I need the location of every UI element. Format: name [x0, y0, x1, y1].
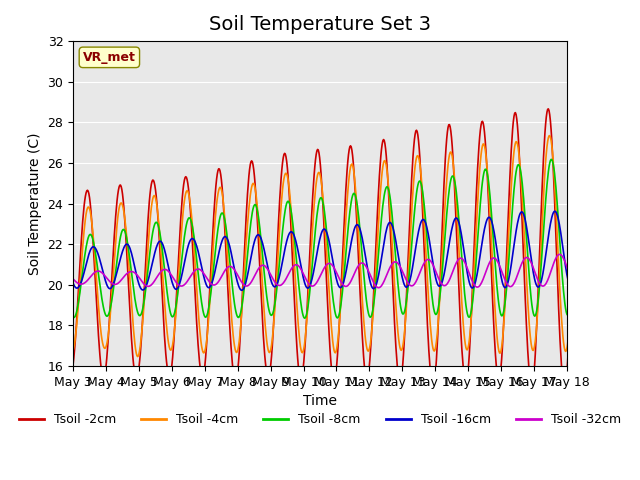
Line: Tsoil -8cm: Tsoil -8cm — [73, 155, 600, 318]
Tsoil -8cm — [391, 249, 399, 254]
Tsoil -32cm — [69, 276, 77, 282]
Tsoil -2cm — [254, 226, 262, 231]
Tsoil -8cm — [301, 315, 308, 321]
Tsoil -16cm — [584, 206, 591, 212]
Tsoil -32cm — [588, 250, 596, 256]
Tsoil -4cm — [69, 348, 77, 354]
Line: Tsoil -32cm: Tsoil -32cm — [73, 253, 600, 288]
Line: Tsoil -2cm: Tsoil -2cm — [73, 104, 600, 389]
Tsoil -4cm — [275, 246, 282, 252]
Tsoil -16cm — [275, 277, 282, 283]
Tsoil -32cm — [421, 259, 429, 265]
Tsoil -8cm — [421, 207, 429, 213]
Y-axis label: Soil Temperature (C): Soil Temperature (C) — [28, 132, 42, 275]
Tsoil -8cm — [581, 152, 589, 158]
Tsoil -4cm — [255, 220, 262, 226]
Tsoil -2cm — [69, 362, 77, 368]
Tsoil -32cm — [274, 282, 282, 288]
Tsoil -32cm — [228, 264, 236, 270]
Tsoil -8cm — [254, 210, 262, 216]
Tsoil -2cm — [390, 320, 398, 325]
Tsoil -4cm — [134, 354, 141, 360]
Tsoil -16cm — [421, 218, 429, 224]
X-axis label: Time: Time — [303, 394, 337, 408]
Tsoil -2cm — [131, 371, 139, 377]
Tsoil -2cm — [577, 101, 585, 107]
Text: VR_met: VR_met — [83, 51, 136, 64]
Tsoil -32cm — [391, 259, 399, 264]
Legend: Tsoil -2cm, Tsoil -4cm, Tsoil -8cm, Tsoil -16cm, Tsoil -32cm: Tsoil -2cm, Tsoil -4cm, Tsoil -8cm, Tsoi… — [14, 408, 626, 431]
Tsoil -32cm — [596, 265, 604, 271]
Tsoil -2cm — [274, 235, 282, 240]
Tsoil -16cm — [131, 265, 139, 271]
Tsoil -16cm — [69, 280, 77, 286]
Tsoil -4cm — [421, 228, 429, 234]
Tsoil -8cm — [228, 278, 236, 284]
Tsoil -4cm — [596, 343, 604, 349]
Tsoil -16cm — [391, 235, 399, 240]
Tsoil -16cm — [255, 232, 262, 238]
Tsoil -8cm — [131, 296, 139, 301]
Line: Tsoil -16cm: Tsoil -16cm — [73, 209, 600, 290]
Tsoil -2cm — [593, 386, 601, 392]
Tsoil -4cm — [228, 324, 236, 330]
Tsoil -32cm — [254, 267, 262, 273]
Tsoil -8cm — [596, 312, 604, 317]
Tsoil -8cm — [274, 277, 282, 283]
Tsoil -8cm — [69, 314, 77, 320]
Tsoil -2cm — [420, 243, 428, 249]
Tsoil -32cm — [131, 270, 139, 276]
Title: Soil Temperature Set 3: Soil Temperature Set 3 — [209, 15, 431, 34]
Line: Tsoil -4cm: Tsoil -4cm — [73, 130, 600, 357]
Tsoil -2cm — [228, 353, 236, 359]
Tsoil -16cm — [596, 273, 604, 279]
Tsoil -16cm — [238, 288, 246, 293]
Tsoil -4cm — [578, 127, 586, 133]
Tsoil -4cm — [391, 292, 399, 298]
Tsoil -16cm — [228, 252, 236, 258]
Tsoil -2cm — [596, 371, 604, 377]
Tsoil -32cm — [375, 285, 383, 290]
Tsoil -4cm — [131, 341, 139, 347]
